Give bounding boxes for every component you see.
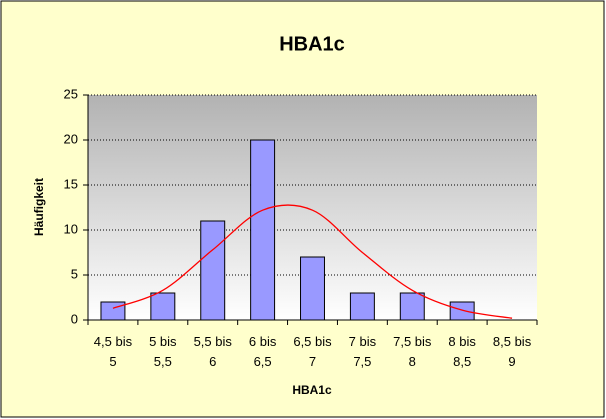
bar: [200, 220, 226, 321]
y-axis-label: Häufigkeit: [32, 178, 46, 236]
x-tick-label: 8 bis 8,5: [448, 334, 476, 369]
bar: [399, 292, 425, 321]
bar: [250, 139, 276, 321]
y-tick-label: 10: [64, 221, 78, 236]
x-tick-label: 5 bis 5,5: [149, 334, 177, 369]
y-tick-label: 25: [64, 86, 78, 101]
bar: [300, 256, 325, 321]
x-tick-label: 7 bis 7,5: [348, 334, 377, 369]
x-axis-label: HBA1c: [292, 383, 332, 397]
y-tick-label: 20: [64, 131, 78, 146]
x-tick-label: 8,5 bis 9: [492, 334, 532, 369]
chart-title: HBA1c: [279, 33, 345, 55]
x-tick-label: 6,5 bis 7: [293, 334, 332, 369]
y-tick-label: 0: [71, 311, 78, 326]
curve: [112, 204, 513, 319]
bar: [150, 292, 176, 321]
bar: [449, 301, 475, 321]
x-tick-label: 6 bis 6,5: [248, 334, 277, 369]
bar: [349, 292, 375, 321]
bar: [100, 301, 126, 321]
y-tick-label: 5: [71, 266, 78, 281]
x-tick-label: 7,5 bis 8: [393, 334, 432, 369]
x-tick-label: 5,5 bis 6: [193, 334, 232, 369]
x-tick-label: 4,5 bis 5: [93, 334, 133, 369]
y-tick-label: 15: [64, 176, 78, 191]
